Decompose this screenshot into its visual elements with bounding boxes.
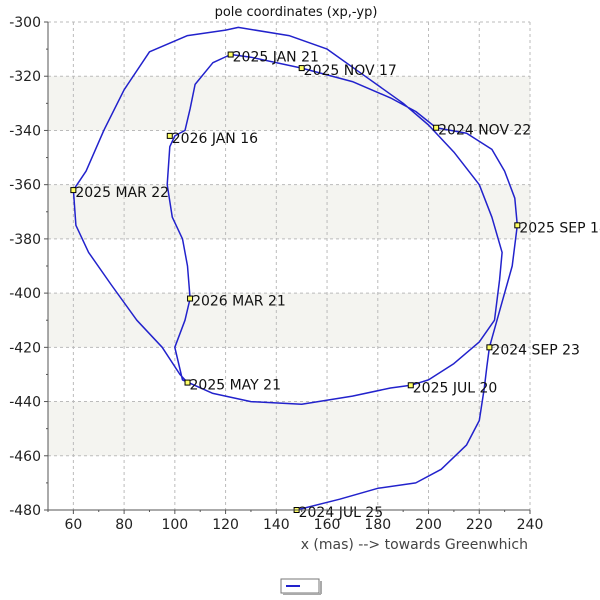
- x-tick-label: 60: [64, 517, 82, 533]
- y-tick-label: -480: [9, 503, 41, 519]
- plot-band: [48, 293, 530, 348]
- y-tick-label: -440: [9, 395, 41, 411]
- y-tick-label: -380: [9, 232, 41, 248]
- date-label: 2024 SEP 23: [491, 342, 580, 358]
- axes: 60 80 100 120 140 160 180 200 220 240 -300 -320 -340…: [9, 15, 543, 533]
- x-tick-label: 180: [364, 517, 391, 533]
- date-marker: [486, 344, 493, 351]
- date-label: 2025 NOV 17: [304, 63, 397, 79]
- y-tick-label: -300: [9, 15, 41, 31]
- x-tick-label: 220: [466, 517, 493, 533]
- date-label: 2024 JUL 25: [299, 505, 384, 521]
- y-tick-label: -360: [9, 178, 41, 194]
- x-tick-label: 240: [517, 517, 544, 533]
- date-label: 2025 SEP 18: [519, 220, 600, 236]
- y-tick-label: -400: [9, 286, 41, 302]
- date-marker: [407, 382, 414, 389]
- x-axis-label: x (mas) --> towards Greenwhich: [301, 537, 528, 553]
- pole-path-line: [72, 26, 519, 511]
- x-tick-label: 140: [263, 517, 290, 533]
- x-tick-label: 100: [161, 517, 188, 533]
- plot-band: [48, 401, 530, 456]
- date-label: 2025 MAR 22: [75, 185, 169, 201]
- date-label: 2025 JUL 20: [413, 380, 498, 396]
- date-marker: [187, 295, 194, 302]
- y-tick-label: -320: [9, 69, 41, 85]
- date-label: 2026 MAR 21: [192, 294, 286, 310]
- legend: [280, 578, 322, 595]
- y-tick-label: -420: [9, 340, 41, 356]
- plot-band: [48, 76, 530, 131]
- plot-bands: [48, 76, 530, 456]
- chart-title: pole coordinates (xp,-yp): [215, 5, 378, 20]
- date-label: 2025 JAN 21: [233, 50, 319, 66]
- date-marker: [433, 124, 440, 131]
- plot-band: [48, 184, 530, 239]
- y-tick-label: -340: [9, 123, 41, 139]
- x-tick-label: 80: [115, 517, 133, 533]
- date-marker: [184, 379, 191, 386]
- date-label: 2025 MAY 21: [190, 378, 281, 394]
- date-marker: [227, 51, 234, 58]
- date-marker: [70, 187, 77, 194]
- x-tick-label: 120: [212, 517, 239, 533]
- date-marker: [514, 222, 521, 229]
- date-marker: [298, 65, 305, 72]
- date-marker: [166, 132, 173, 139]
- y-tick-label: -460: [9, 449, 41, 465]
- date-label: 2024 NOV 22: [438, 123, 531, 139]
- series-layer: [72, 26, 519, 511]
- x-tick-label: 160: [314, 517, 341, 533]
- date-markers: 2024 JUL 25 2024 SEP 23 2024 NOV 22 2025 JA…: [70, 50, 600, 521]
- x-tick-label: 200: [415, 517, 442, 533]
- date-label: 2026 JAN 16: [172, 131, 258, 147]
